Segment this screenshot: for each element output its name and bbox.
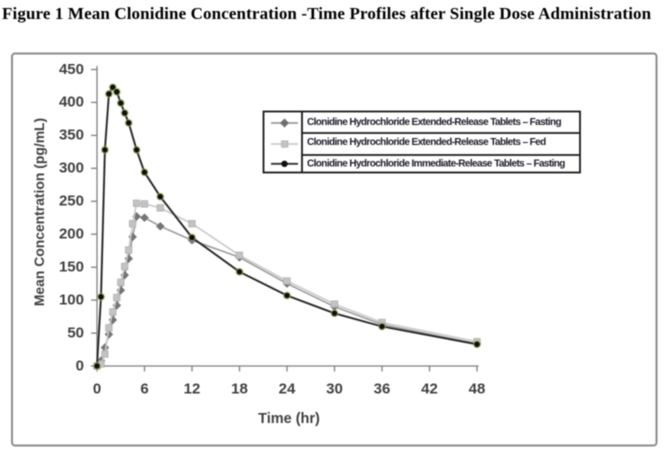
svg-text:200: 200 (59, 226, 84, 243)
svg-text:150: 150 (59, 259, 84, 276)
svg-text:50: 50 (67, 324, 84, 341)
svg-text:Clonidine Hydrochloride Extend: Clonidine Hydrochloride Extended-Release… (307, 137, 546, 148)
svg-text:Time (hr): Time (hr) (258, 411, 320, 427)
svg-text:Mean Concentration (pg/mL): Mean Concentration (pg/mL) (31, 118, 47, 306)
svg-text:250: 250 (59, 193, 84, 210)
svg-text:300: 300 (59, 160, 84, 177)
svg-text:42: 42 (421, 381, 438, 398)
svg-text:Clonidine Hydrochloride Extend: Clonidine Hydrochloride Extended-Release… (307, 117, 561, 128)
svg-text:100: 100 (59, 291, 84, 308)
svg-text:24: 24 (279, 381, 296, 398)
svg-text:36: 36 (374, 381, 391, 398)
svg-text:350: 350 (59, 127, 84, 144)
svg-text:12: 12 (184, 381, 201, 398)
svg-text:Clonidine Hydrochloride Immedi: Clonidine Hydrochloride Immediate-Releas… (307, 158, 565, 169)
svg-text:30: 30 (326, 381, 343, 398)
svg-text:6: 6 (140, 381, 148, 398)
svg-text:450: 450 (59, 61, 84, 78)
svg-text:18: 18 (231, 381, 248, 398)
svg-text:48: 48 (469, 381, 486, 398)
svg-text:400: 400 (59, 94, 84, 111)
svg-text:0: 0 (93, 381, 101, 398)
svg-text:0: 0 (76, 357, 84, 374)
